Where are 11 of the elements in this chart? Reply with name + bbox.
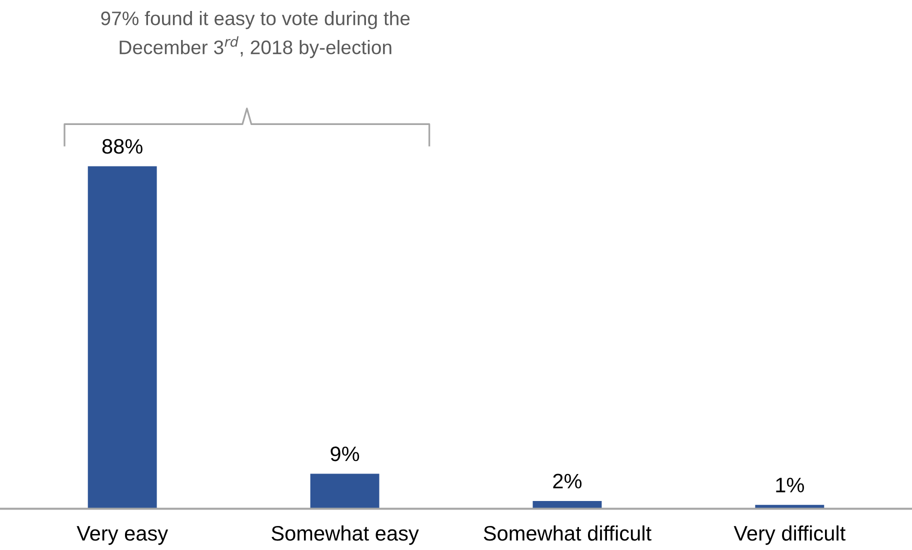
x-tick-label: Somewhat difficult bbox=[484, 525, 652, 541]
text: 97% found it easy to vote during the December 3$^{rd}$, 2018 by-election bbox=[101, 11, 410, 58]
x-tick-label: Somewhat easy bbox=[272, 525, 419, 545]
x-tick-label: Very difficult bbox=[734, 525, 846, 545]
x-tick-label: Very easy bbox=[76, 526, 168, 545]
data-label: 88% bbox=[102, 139, 142, 154]
bar bbox=[88, 166, 157, 509]
data-label: 9% bbox=[330, 446, 360, 462]
data-label: 2% bbox=[553, 474, 582, 488]
bar bbox=[310, 474, 380, 509]
data-label: 1% bbox=[776, 478, 804, 492]
